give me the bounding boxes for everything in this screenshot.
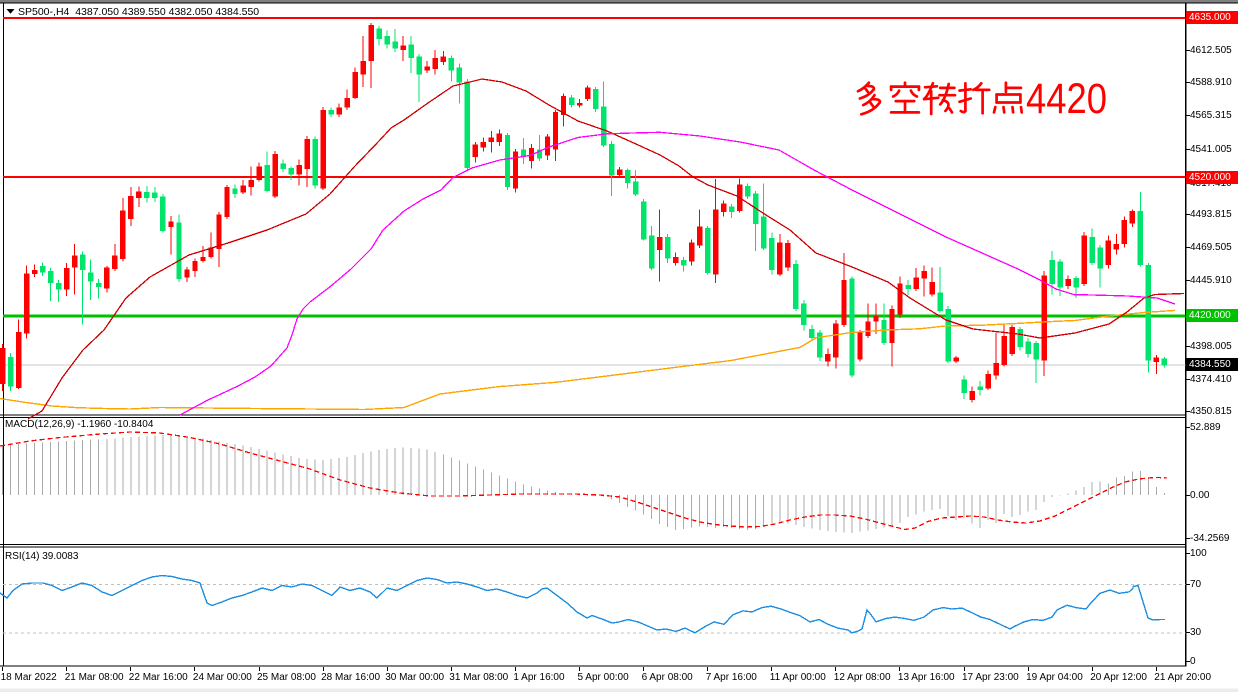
svg-text:4420: 4420 [1026, 75, 1107, 123]
